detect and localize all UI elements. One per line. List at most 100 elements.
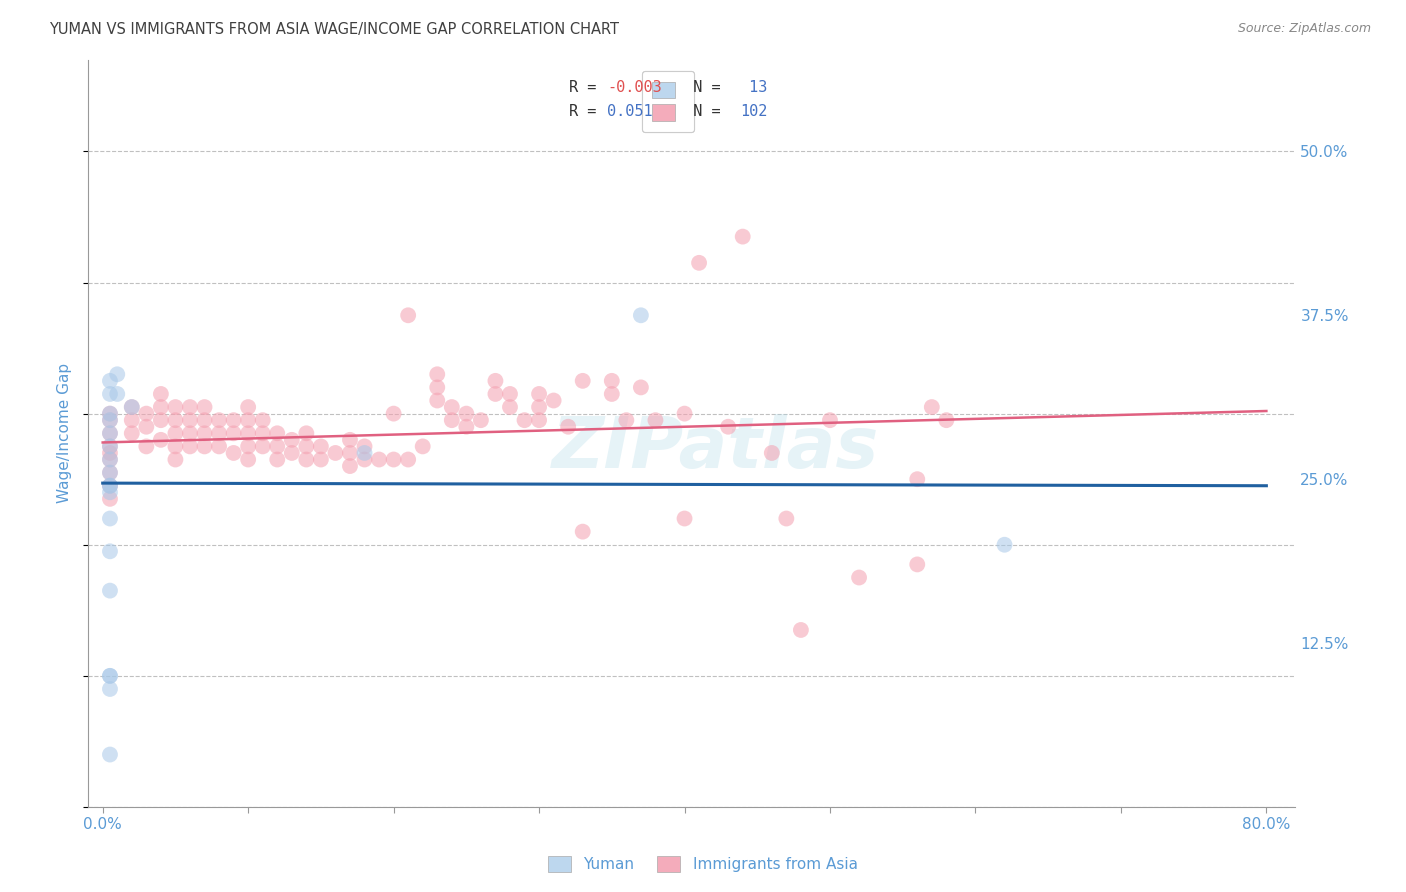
Point — [222, 426, 245, 441]
Point — [252, 413, 274, 427]
Point — [571, 374, 593, 388]
Legend: , : , — [641, 71, 693, 132]
Point — [309, 452, 332, 467]
Point — [571, 524, 593, 539]
Point — [105, 368, 128, 382]
Point — [149, 387, 172, 401]
Point — [993, 538, 1015, 552]
Point — [98, 426, 121, 441]
Point — [295, 426, 318, 441]
Point — [396, 308, 419, 322]
Point — [98, 479, 121, 493]
Point — [179, 413, 201, 427]
Point — [935, 413, 957, 427]
Point — [236, 400, 259, 414]
Point — [98, 387, 121, 401]
Point — [179, 439, 201, 453]
Point — [252, 426, 274, 441]
Point — [252, 439, 274, 453]
Point — [614, 413, 637, 427]
Point — [98, 485, 121, 500]
Point — [149, 433, 172, 447]
Point — [98, 439, 121, 453]
Point — [557, 419, 579, 434]
Point — [527, 400, 550, 414]
Point — [98, 452, 121, 467]
Point — [98, 544, 121, 558]
Point — [105, 387, 128, 401]
Point — [98, 407, 121, 421]
Point — [527, 387, 550, 401]
Point — [266, 439, 288, 453]
Point — [121, 400, 143, 414]
Point — [673, 511, 696, 525]
Point — [848, 570, 870, 584]
Text: N =: N = — [675, 104, 730, 120]
Point — [353, 446, 375, 460]
Point — [135, 407, 157, 421]
Point — [412, 439, 434, 453]
Point — [295, 452, 318, 467]
Point — [543, 393, 565, 408]
Point — [353, 452, 375, 467]
Point — [905, 558, 928, 572]
Point — [499, 387, 522, 401]
Point — [440, 400, 463, 414]
Point — [266, 452, 288, 467]
Point — [396, 452, 419, 467]
Point — [98, 413, 121, 427]
Point — [98, 583, 121, 598]
Point — [98, 466, 121, 480]
Point — [193, 439, 215, 453]
Point — [98, 511, 121, 525]
Point — [630, 380, 652, 394]
Point — [295, 439, 318, 453]
Point — [339, 459, 361, 474]
Point — [527, 413, 550, 427]
Point — [382, 452, 405, 467]
Point — [630, 308, 652, 322]
Point — [98, 407, 121, 421]
Point — [513, 413, 536, 427]
Point — [98, 669, 121, 683]
Point — [339, 446, 361, 460]
Point — [426, 368, 449, 382]
Point — [281, 446, 304, 460]
Text: YUMAN VS IMMIGRANTS FROM ASIA WAGE/INCOME GAP CORRELATION CHART: YUMAN VS IMMIGRANTS FROM ASIA WAGE/INCOM… — [49, 22, 619, 37]
Point — [818, 413, 841, 427]
Point — [165, 452, 187, 467]
Point — [600, 374, 623, 388]
Point — [309, 439, 332, 453]
Point — [325, 446, 347, 460]
Point — [135, 419, 157, 434]
Point — [382, 407, 405, 421]
Point — [761, 446, 783, 460]
Point — [499, 400, 522, 414]
Point — [688, 256, 710, 270]
Point — [179, 426, 201, 441]
Point — [98, 479, 121, 493]
Point — [193, 426, 215, 441]
Point — [353, 439, 375, 453]
Point — [775, 511, 797, 525]
Legend: Yuman, Immigrants from Asia: Yuman, Immigrants from Asia — [541, 848, 865, 880]
Point — [208, 413, 231, 427]
Point — [193, 413, 215, 427]
Point — [98, 466, 121, 480]
Point — [208, 439, 231, 453]
Point — [98, 491, 121, 506]
Point — [484, 374, 506, 388]
Point — [98, 446, 121, 460]
Point — [339, 433, 361, 447]
Point — [98, 681, 121, 696]
Point — [236, 439, 259, 453]
Text: 13: 13 — [740, 79, 768, 95]
Point — [149, 400, 172, 414]
Point — [921, 400, 943, 414]
Text: 102: 102 — [740, 104, 768, 120]
Point — [165, 426, 187, 441]
Point — [731, 229, 754, 244]
Point — [98, 439, 121, 453]
Point — [717, 419, 740, 434]
Text: 0.051: 0.051 — [607, 104, 652, 120]
